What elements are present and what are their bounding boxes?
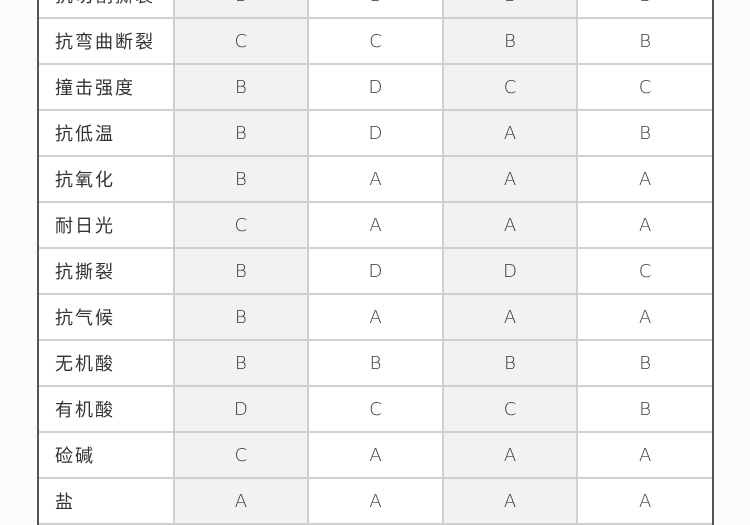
rating-cell: B: [576, 17, 712, 65]
row-label: 硷碱: [39, 431, 175, 479]
rating-cell: B: [307, 0, 444, 19]
rating-cell: B: [576, 339, 712, 387]
rating-cell: A: [441, 293, 579, 341]
rating-cell: B: [576, 385, 712, 433]
row-label: 有机酸: [39, 385, 175, 433]
rating-cell: B: [172, 0, 310, 19]
rating-cell: B: [172, 109, 310, 157]
rating-cell: C: [441, 385, 579, 433]
rating-cell: C: [307, 385, 444, 433]
table-row: 抗氧化 B A A A: [39, 155, 712, 203]
row-label: 盐: [39, 477, 175, 525]
rating-cell: B: [576, 109, 712, 157]
row-label: 耐日光: [39, 201, 175, 249]
rating-cell: B: [172, 339, 310, 387]
rating-cell: A: [307, 155, 444, 203]
row-label: 抗气候: [39, 293, 175, 341]
table-row: 有机酸 D C C B: [39, 385, 712, 433]
table-row: 抗切割撕裂BBBB: [39, 0, 712, 19]
rating-cell: B: [441, 17, 579, 65]
properties-table: 抗切割撕裂BBBB抗弯曲断裂CCBB撞击强度BDCC抗低温BDAB抗氧化BAAA…: [37, 0, 714, 525]
rating-cell: A: [576, 293, 712, 341]
rating-cell: B: [441, 0, 579, 19]
rating-cell: B: [172, 155, 310, 203]
rating-cell: B: [172, 247, 310, 295]
rating-cell: C: [172, 431, 310, 479]
rating-cell: A: [441, 477, 579, 525]
row-label: 抗弯曲断裂: [39, 17, 175, 65]
rating-cell: D: [307, 247, 444, 295]
table-row: 撞击强度 B D C C: [39, 63, 712, 111]
row-label: 撞击强度: [39, 63, 175, 111]
rating-cell: D: [307, 63, 444, 111]
rating-cell: C: [441, 63, 579, 111]
rating-cell: A: [441, 431, 579, 479]
table-row: 抗气候 B A A A: [39, 293, 712, 341]
rating-cell: D: [307, 109, 444, 157]
rating-cell: A: [307, 431, 444, 479]
table-row: 无机酸 B B B B: [39, 339, 712, 387]
rating-cell: A: [441, 201, 579, 249]
rating-cell: B: [172, 293, 310, 341]
row-label: 抗切割撕裂: [39, 0, 175, 19]
rating-cell: C: [172, 201, 310, 249]
rating-cell: A: [307, 293, 444, 341]
rating-cell: A: [441, 109, 579, 157]
rating-cell: B: [441, 339, 579, 387]
rating-cell: A: [307, 201, 444, 249]
rating-cell: D: [172, 385, 310, 433]
rating-cell: B: [172, 63, 310, 111]
rating-cell: A: [441, 155, 579, 203]
rating-cell: D: [441, 247, 579, 295]
rating-cell: A: [576, 201, 712, 249]
rating-cell: A: [172, 477, 310, 525]
rating-cell: C: [307, 17, 444, 65]
rating-cell: A: [576, 155, 712, 203]
rating-cell: C: [172, 17, 310, 65]
row-label: 抗氧化: [39, 155, 175, 203]
table-row: 抗撕裂 B D D C: [39, 247, 712, 295]
rating-cell: A: [576, 477, 712, 525]
table-row: 耐日光 C A A A: [39, 201, 712, 249]
rating-cell: B: [576, 0, 712, 19]
row-label: 无机酸: [39, 339, 175, 387]
rating-cell: C: [576, 247, 712, 295]
rating-cell: A: [307, 477, 444, 525]
rating-cell: A: [576, 431, 712, 479]
table-row: 抗低温 B D A B: [39, 109, 712, 157]
table-row: 硷碱 C A A A: [39, 431, 712, 479]
rating-cell: B: [307, 339, 444, 387]
row-label: 抗撕裂: [39, 247, 175, 295]
rating-cell: C: [576, 63, 712, 111]
table-row: 抗弯曲断裂 C C B B: [39, 17, 712, 65]
row-label: 抗低温: [39, 109, 175, 157]
